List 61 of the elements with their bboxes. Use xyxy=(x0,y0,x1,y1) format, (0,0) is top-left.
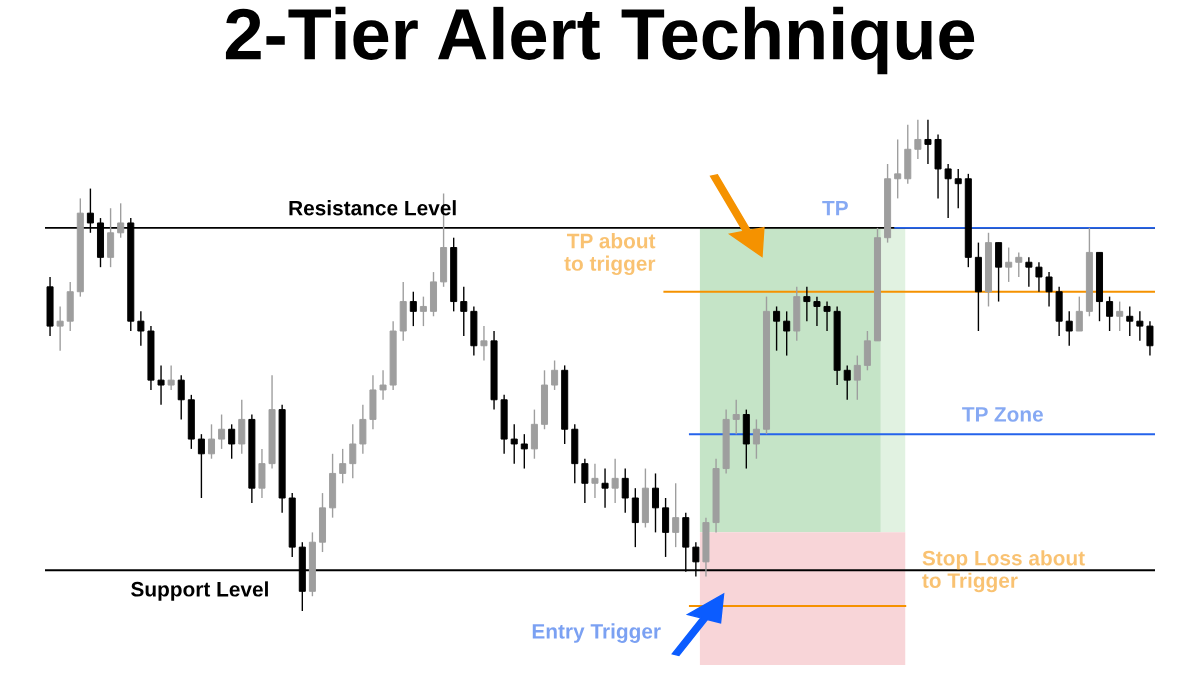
candlestick xyxy=(228,423,236,460)
candlestick xyxy=(773,305,781,352)
candlestick xyxy=(651,472,660,534)
candlestick xyxy=(207,423,216,460)
candlestick xyxy=(914,119,922,160)
candlestick xyxy=(167,364,175,391)
candlestick xyxy=(1106,295,1114,332)
candlestick xyxy=(510,423,518,465)
candlestick xyxy=(480,325,488,362)
candlestick xyxy=(137,310,145,347)
candlestick xyxy=(783,310,791,357)
candlestick xyxy=(520,433,528,470)
candlestick xyxy=(1075,295,1083,332)
candlestick xyxy=(1005,246,1013,283)
candlestick xyxy=(177,374,185,421)
candlestick xyxy=(1015,251,1023,278)
ref-line-label: Stop Loss about to Trigger xyxy=(922,550,1085,593)
candlestick xyxy=(732,399,740,435)
candlestick xyxy=(56,305,64,352)
candlestick xyxy=(853,354,861,401)
candlestick xyxy=(924,119,932,165)
candlestick xyxy=(460,286,468,337)
ref-line-label: TP about to trigger xyxy=(564,233,656,276)
candlestick xyxy=(621,467,629,514)
candlestick xyxy=(954,168,962,209)
candlestick xyxy=(551,359,559,391)
candlestick xyxy=(409,291,417,327)
candlestick xyxy=(339,448,347,484)
candlestick xyxy=(813,295,821,327)
candlestick xyxy=(1045,271,1053,308)
candlestick xyxy=(1035,261,1043,293)
candlestick xyxy=(1025,256,1033,288)
candlestick xyxy=(672,482,680,548)
candlestick xyxy=(1136,310,1144,342)
candlestick xyxy=(419,295,427,327)
candlestick xyxy=(1116,300,1124,332)
candlestick xyxy=(197,433,205,499)
candlestick xyxy=(894,138,902,200)
ref-line-label: Support Level xyxy=(131,581,268,601)
candlestick xyxy=(611,458,619,504)
candlestick xyxy=(944,163,952,219)
candlestick xyxy=(1126,305,1134,337)
candlestick xyxy=(843,364,851,401)
ref-line-label: Resistance Level xyxy=(289,200,456,216)
candlestick xyxy=(581,458,589,504)
candlestick xyxy=(823,300,831,332)
candlestick xyxy=(379,369,387,401)
candlestick xyxy=(157,364,165,406)
candlestick xyxy=(752,418,760,460)
candlestick xyxy=(591,462,599,499)
ref-line-label: TP Zone xyxy=(962,407,1043,422)
candlestick xyxy=(218,413,226,450)
candlestick xyxy=(1146,320,1154,357)
text: Entry Trigger xyxy=(532,623,661,643)
chart-title: 2-Tier Alert Technique xyxy=(225,6,975,75)
candlestick xyxy=(1065,310,1073,347)
candlestick xyxy=(349,423,357,480)
candlestick xyxy=(117,202,125,239)
candlestick xyxy=(803,286,811,322)
ref-line-label: TP xyxy=(822,200,848,216)
candlestick xyxy=(601,467,609,509)
